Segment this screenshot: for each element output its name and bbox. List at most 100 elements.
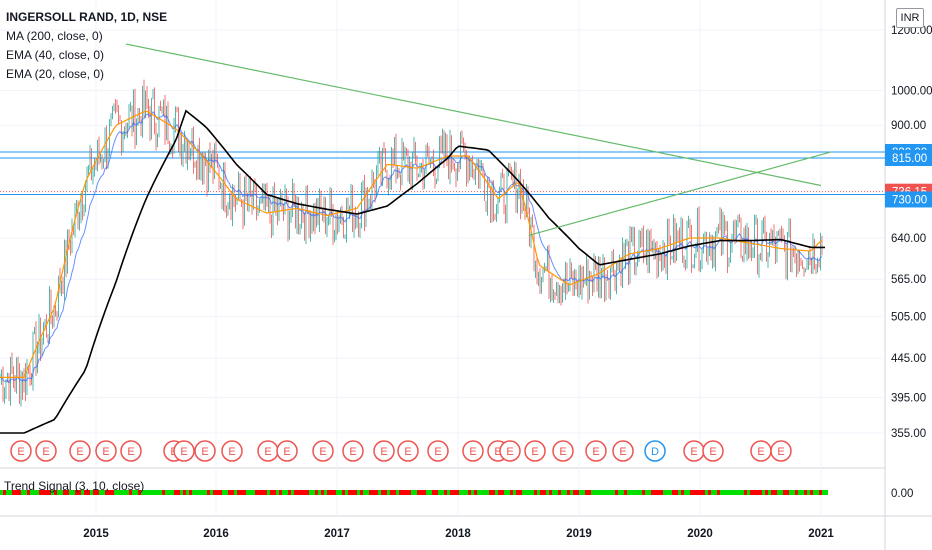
trend-signal-bar (804, 490, 807, 495)
trend-signal-bar (489, 490, 492, 495)
trend-signal-bar (3, 490, 6, 495)
trend-signal-bar (693, 490, 696, 495)
trend-signal-bar (78, 490, 81, 495)
trend-signal-bar (438, 490, 441, 495)
trend-signal-bar (618, 490, 621, 495)
trend-signal-bar (525, 490, 528, 495)
trend-signal-bar (702, 490, 705, 495)
currency-button[interactable]: INR (896, 8, 924, 28)
trend-signal-bar (147, 490, 150, 495)
earnings-marker-label: E (690, 446, 697, 458)
trend-signal-bar (453, 490, 456, 495)
trend-signal-bar (321, 490, 324, 495)
price-label-text: 730.00 (892, 194, 927, 206)
trend-signal-bar (624, 490, 627, 495)
earnings-marker-label: E (619, 446, 626, 458)
earnings-marker (770, 440, 792, 462)
earnings-marker (194, 440, 216, 462)
trend-signal-bar (531, 490, 534, 495)
trend-signal-bar (60, 490, 63, 495)
trend-signal-bar (717, 490, 720, 495)
trend-signal-bar (606, 490, 609, 495)
legend-ema20[interactable]: EMA (20, close, 0) (6, 67, 105, 81)
indicator-label[interactable]: Trend Signal (3, 10, close) (4, 479, 145, 493)
trend-signal-bar (696, 490, 699, 495)
trend-signal-bar (162, 490, 165, 495)
trend-signal-bar (666, 490, 669, 495)
trend-signal-bar (69, 490, 72, 495)
earnings-marker (702, 440, 724, 462)
trend-signal-bar (456, 490, 459, 495)
trend-signal-bar (720, 490, 723, 495)
trend-signal-bar (183, 490, 186, 495)
trend-signal-bar (483, 490, 486, 495)
trend-signal-bar (75, 490, 78, 495)
trend-signal-bar (498, 490, 501, 495)
y-tick-label: 395.00 (891, 393, 926, 405)
trend-signal-bar (390, 490, 393, 495)
trend-signal-bar (669, 490, 672, 495)
trend-signal-bar (747, 490, 750, 495)
trend-signal-bar (150, 490, 153, 495)
trend-signal-bar (654, 490, 657, 495)
trend-signal-bar (387, 490, 390, 495)
trend-signal-bar (777, 490, 780, 495)
trend-signal-bar (612, 490, 615, 495)
trend-signal-bar (444, 490, 447, 495)
trend-signal-bar (315, 490, 318, 495)
trend-signal-bar (66, 490, 69, 495)
x-tick-label: 2019 (566, 528, 592, 540)
trend-signal-bar (588, 490, 591, 495)
trend-signal-bar (54, 490, 57, 495)
trend-signal-bar (18, 490, 21, 495)
symbol-title[interactable]: INGERSOLL RAND, 1D, NSE (6, 10, 168, 24)
y-tick-label: 1200.00 (891, 25, 932, 37)
trend-signal-bar (108, 490, 111, 495)
trend-signal-bar (81, 490, 84, 495)
legend-ma200[interactable]: MA (200, close, 0) (6, 29, 103, 43)
trend-signal-bar (45, 490, 48, 495)
trend-signal-bar (576, 490, 579, 495)
trend-signal-bar (591, 490, 594, 495)
trend-signal-bar (360, 490, 363, 495)
trend-signal-bar (768, 490, 771, 495)
trend-signal-bar (12, 490, 15, 495)
earnings-marker (462, 440, 484, 462)
earnings-marker-label: E (380, 446, 387, 458)
trend-signal-bar (687, 490, 690, 495)
trend-signal-bar (786, 490, 789, 495)
earnings-marker-label: E (102, 446, 109, 458)
earnings-marker-label: E (127, 446, 134, 458)
trend-signal-bar (816, 490, 819, 495)
legend-ema40[interactable]: EMA (40, close, 0) (6, 48, 105, 62)
trend-signal-bar (15, 490, 18, 495)
trend-signal-bar (426, 490, 429, 495)
trend-signal-bar (234, 490, 237, 495)
trend-signal-bar (825, 490, 828, 495)
trend-signal-bar (468, 490, 471, 495)
trend-signal-bar (270, 490, 273, 495)
trend-signal-bar (432, 490, 435, 495)
x-tick-label: 2021 (808, 528, 834, 540)
trend-signal-bar (63, 490, 66, 495)
trend-signal-bar (381, 490, 384, 495)
indicator-tick-label: 0.00 (891, 488, 913, 500)
trend-signal-bar (189, 490, 192, 495)
trend-signal-bar (555, 490, 558, 495)
trend-signal-bar (648, 490, 651, 495)
trend-signal-bar (372, 490, 375, 495)
trend-signal-bar (324, 490, 327, 495)
earnings-marker (499, 440, 521, 462)
trend-signal-bar (159, 490, 162, 495)
trend-signal-bar (378, 490, 381, 495)
trend-signal-bar (561, 490, 564, 495)
trend-signal-bar (471, 490, 474, 495)
earnings-marker (173, 440, 195, 462)
trendline (528, 151, 832, 236)
trend-signal-bar (522, 490, 525, 495)
trend-signal-bar (105, 490, 108, 495)
earnings-marker-label: D (651, 446, 659, 458)
earnings-marker-label: E (264, 446, 271, 458)
